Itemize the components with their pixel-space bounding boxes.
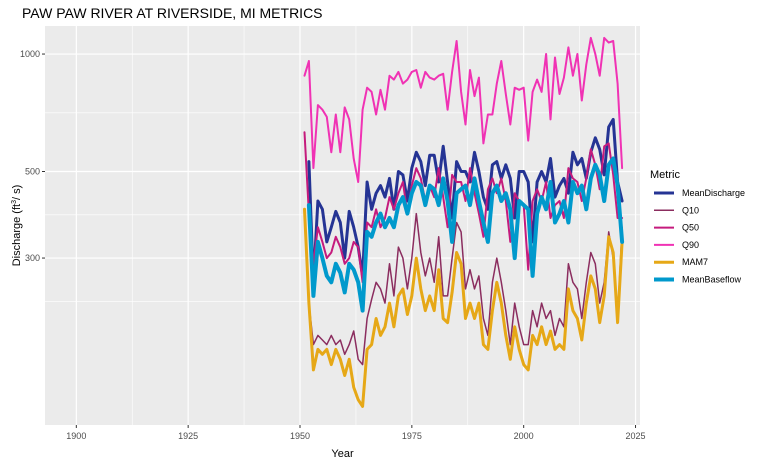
x-tick-label: 1950 [290, 431, 310, 441]
y-tick-label: 500 [25, 166, 40, 176]
legend-label-meanbaseflow: MeanBaseflow [682, 275, 742, 285]
series-line-q50 [303, 131, 624, 284]
series-lines [303, 36, 625, 408]
y-axis-ticks: 300 500 1000 [20, 49, 45, 263]
y-tick-label: 1000 [20, 49, 40, 59]
x-tick-label: 1975 [402, 431, 422, 441]
y-axis-title-tail: / s) [11, 185, 23, 200]
x-tick-label: 1925 [178, 431, 198, 441]
x-tick-label: 1900 [66, 431, 86, 441]
y-axis-title-main: Discharge (ft [11, 204, 23, 266]
chart-title: PAW PAW RIVER AT RIVERSIDE, MI METRICS [22, 5, 323, 21]
legend-label-mam7: MAM7 [682, 257, 708, 267]
x-tick-label: 2025 [626, 431, 646, 441]
y-tick-label: 300 [25, 253, 40, 263]
legend-label-q10: Q10 [682, 205, 699, 215]
series-line-q90 [303, 36, 624, 183]
legend-items: MeanDischarge Q10 Q50 Q90 MAM7 MeanBaseflow [654, 188, 745, 285]
series-line-meanbaseflow [306, 156, 625, 313]
series-line-q10 [303, 208, 623, 366]
legend: Metric MeanDischarge Q10 Q50 Q90 MAM7 MeanBas… [650, 169, 745, 285]
x-axis-title: Year [331, 448, 354, 460]
x-tick-label: 2000 [514, 431, 534, 441]
series-line-mam7 [303, 207, 624, 408]
legend-title: Metric [650, 169, 680, 181]
legend-label-q50: Q50 [682, 223, 699, 233]
legend-label-q90: Q90 [682, 240, 699, 250]
legend-label-meandischarge: MeanDischarge [682, 188, 745, 198]
y-axis-title: Discharge (ft3/ s) [11, 185, 23, 267]
y-axis-title-superscript: 3 [11, 200, 18, 204]
x-axis-ticks: 1900 1925 1950 1975 2000 2025 [66, 425, 646, 441]
